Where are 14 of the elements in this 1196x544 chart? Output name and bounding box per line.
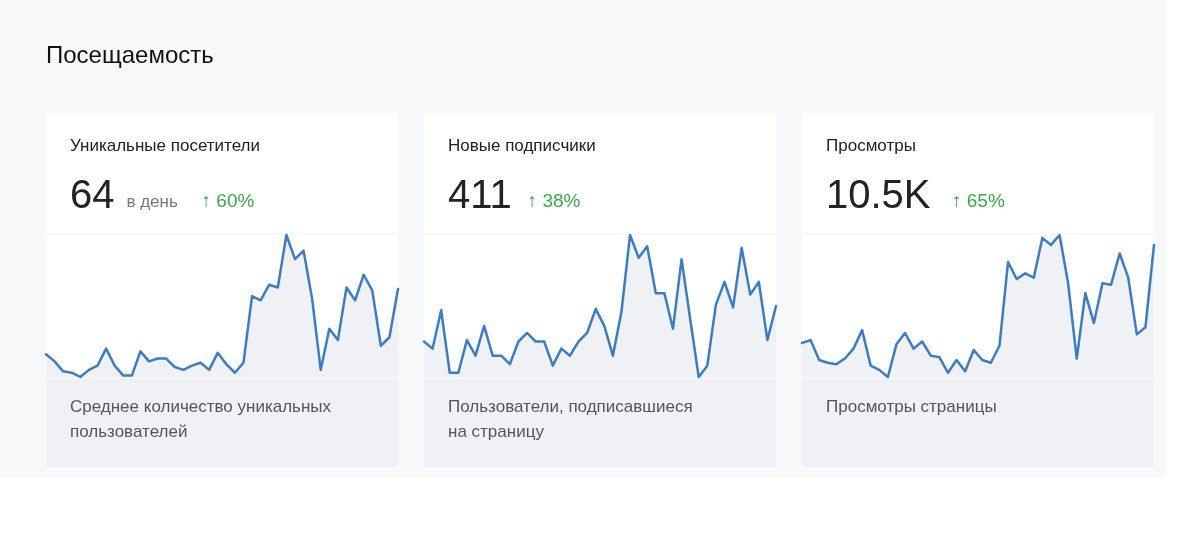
text: ↑ 65% [952,190,1005,211]
text: Просмотры страницы [826,397,997,416]
chart-title: Просмотры [826,136,916,155]
text: в день [126,192,178,211]
text: Среднее количество уникальных пользователей [70,397,332,441]
chart-title: Уникальные посетители [70,136,260,155]
text: Пользователи, подписавшиеся на страницу [448,397,693,441]
text: Посещаемость [46,41,214,68]
text: ↑ 60% [201,190,255,211]
text: 411 [448,172,512,216]
text: 64 [70,172,115,216]
text: 10.5K [826,172,931,216]
chart-title: Новые подписчики [448,136,596,155]
text: ↑ 38% [527,190,581,211]
